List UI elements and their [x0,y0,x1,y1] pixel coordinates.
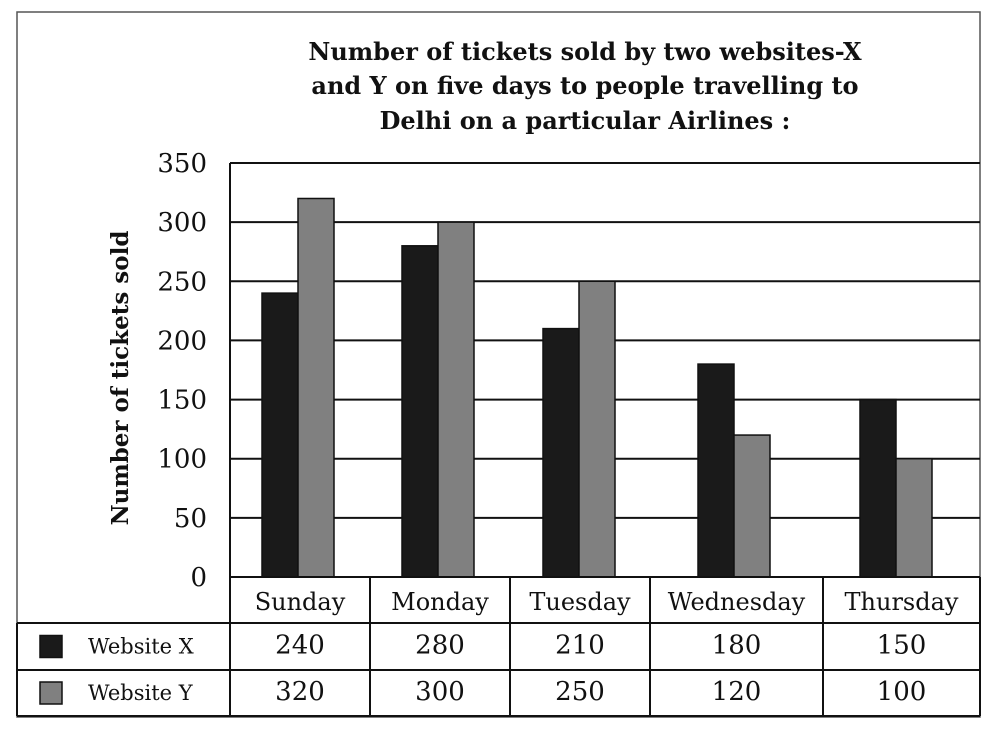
data-label-website-y-monday: 300 [415,677,465,707]
bar-website-y-tuesday [578,280,616,578]
y-tick-label: 350 [157,149,207,179]
bar-website-x-monday [401,245,439,578]
legend-label-website-y: Website Y [88,681,194,705]
grid-layer [229,162,980,577]
data-table: Sunday Monday Tuesday Wednesday Thursday Webs… [16,576,981,717]
data-label-website-y-tuesday: 250 [555,677,605,707]
bar-website-x-tuesday [542,327,580,578]
bar-website-y-wednesday [733,434,771,578]
bar-website-x-wednesday [697,363,735,578]
x-tick-label-thursday: Thursday [845,588,959,616]
data-label-website-y-thursday: 100 [877,677,927,707]
bars [261,197,933,578]
y-tick-label: 150 [157,386,207,416]
y-tick-label: 300 [157,208,207,238]
y-tick-label: 100 [157,445,207,475]
y-tick-label: 50 [174,504,207,534]
x-tick-label-sunday: Sunday [255,588,346,616]
data-label-website-y-wednesday: 120 [712,677,762,707]
legend-swatch-website-y [39,681,63,705]
y-axis-label: Number of tickets sold [107,231,134,526]
y-tick-label: 200 [157,326,207,356]
data-label-website-x-sunday: 240 [275,631,325,661]
y-tick-label: 250 [157,267,207,297]
data-label-website-x-monday: 280 [415,631,465,661]
chart-title-line-3: Delhi on a particular Airlines : [380,106,791,135]
x-tick-label-monday: Monday [391,588,489,616]
chart-title-line-2: and Y on five days to people travelling … [311,71,858,100]
chart-title-line-1: Number of tickets sold by two websites-X [308,37,862,66]
legend-swatch-website-x [39,634,63,659]
data-label-website-x-thursday: 150 [877,631,927,661]
y-tick-labels: 0 50 100 150 200 250 300 350 [157,149,207,593]
bar-website-x-thursday [859,398,897,578]
y-tick-label: 0 [190,563,207,593]
bar-website-y-monday [437,221,475,578]
data-label-website-x-wednesday: 180 [712,631,762,661]
bar-website-y-sunday [297,197,335,578]
x-tick-label-wednesday: Wednesday [668,588,806,616]
x-tick-label-tuesday: Tuesday [529,588,631,616]
bar-website-x-sunday [261,292,299,578]
bar-website-y-thursday [895,457,933,578]
data-label-website-x-tuesday: 210 [555,631,605,661]
legend-label-website-x: Website X [88,635,194,659]
data-label-website-y-sunday: 320 [275,677,325,707]
